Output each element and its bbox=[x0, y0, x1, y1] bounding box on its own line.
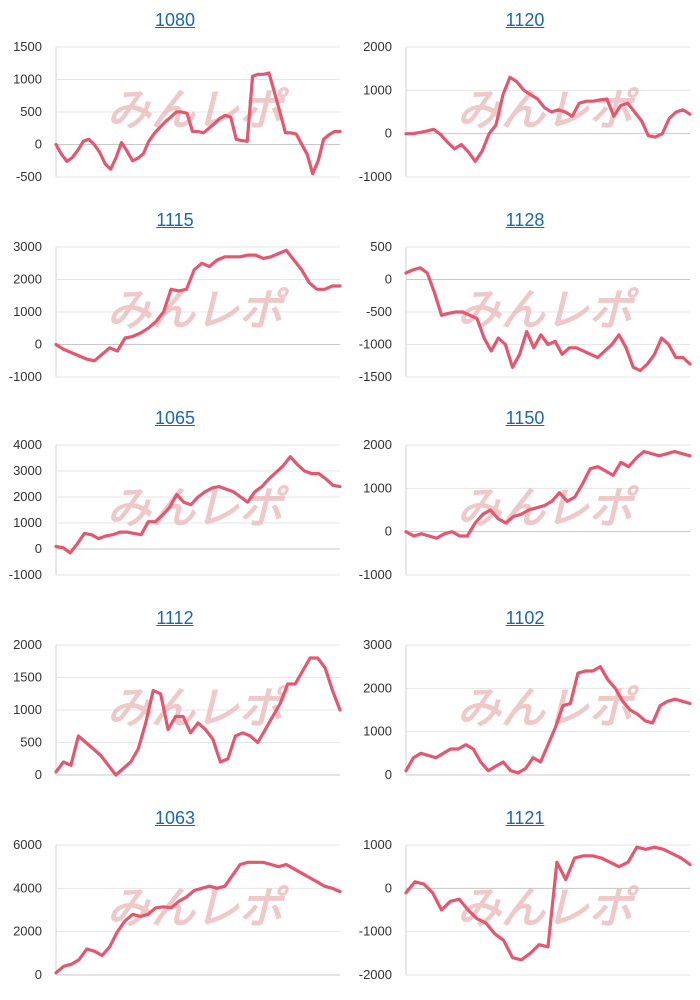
line-chart: 2000 1500 1000 500 0 みんレポ bbox=[13, 637, 342, 782]
chart-title-link[interactable]: 1063 bbox=[154, 808, 196, 828]
series-line bbox=[404, 75, 692, 163]
y-tick-label: 3000 bbox=[13, 463, 42, 478]
y-tick-label: 0 bbox=[35, 137, 42, 152]
watermark-logo: みんレポ bbox=[457, 483, 640, 534]
y-tick-label: 2000 bbox=[13, 489, 42, 504]
chart-panel-1150: 1150 2000 1000 0 -1000 みんレポ bbox=[350, 398, 700, 598]
line-chart: 3000 2000 1000 0 みんレポ bbox=[363, 637, 692, 782]
y-tick-label: 4000 bbox=[13, 880, 42, 895]
y-tick-label: 2000 bbox=[363, 437, 392, 452]
chart-panel-1112: 1112 2000 1500 1000 500 0 みんレポ bbox=[0, 598, 350, 798]
chart-title-link[interactable]: 1128 bbox=[505, 210, 545, 230]
line-chart: 1000 0 -1000 -2000 みんレポ bbox=[359, 837, 692, 982]
chart-panel-1121: 1121 1000 0 -1000 -2000 みんレポ bbox=[350, 798, 700, 998]
line-chart: 2000 1000 0 -1000 みんレポ bbox=[359, 437, 692, 582]
y-tick-label: 0 bbox=[385, 524, 392, 539]
chart-title-link[interactable]: 1121 bbox=[505, 808, 545, 828]
y-tick-label: -1000 bbox=[359, 924, 392, 939]
chart-title-link[interactable]: 1115 bbox=[156, 210, 194, 230]
y-tick-label: 3000 bbox=[13, 239, 42, 254]
y-tick-label: 1000 bbox=[13, 304, 42, 319]
series-line bbox=[404, 266, 692, 373]
y-tick-label: -2000 bbox=[359, 967, 392, 982]
watermark-logo: みんレポ bbox=[107, 85, 290, 136]
chart-title-link[interactable]: 1065 bbox=[154, 408, 196, 428]
y-tick-label: 6000 bbox=[13, 837, 42, 852]
y-tick-label: 2000 bbox=[363, 680, 392, 695]
y-tick-label: 1000 bbox=[363, 480, 392, 495]
y-tick-label: 2000 bbox=[363, 39, 392, 54]
series-line bbox=[54, 860, 342, 975]
series-line bbox=[54, 656, 342, 777]
y-tick-label: 1000 bbox=[13, 72, 42, 87]
watermark-logo: みんレポ bbox=[107, 683, 290, 734]
watermark-logo: みんレポ bbox=[457, 883, 640, 934]
chart-title-link[interactable]: 1120 bbox=[505, 10, 545, 30]
y-tick-label: 1000 bbox=[13, 702, 42, 717]
chart-title-link[interactable]: 1112 bbox=[156, 608, 194, 628]
y-tick-label: 500 bbox=[370, 239, 392, 254]
y-tick-label: 0 bbox=[385, 272, 392, 287]
y-tick-label: 1000 bbox=[363, 837, 392, 852]
y-tick-label: 0 bbox=[35, 337, 42, 352]
chart-panel-1065: 1065 4000 3000 2000 1000 0 -1000 みんレポ bbox=[0, 398, 350, 598]
y-tick-label: 1000 bbox=[363, 724, 392, 739]
chart-panel-1063: 1063 6000 4000 2000 0 みんレポ bbox=[0, 798, 350, 998]
y-tick-label: -500 bbox=[16, 169, 42, 184]
chart-title-link[interactable]: 1102 bbox=[505, 608, 545, 628]
chart-title-link[interactable]: 1150 bbox=[505, 408, 545, 428]
y-tick-label: 1500 bbox=[13, 39, 42, 54]
line-chart: 4000 3000 2000 1000 0 -1000 みんレポ bbox=[9, 437, 342, 582]
watermark-logo: みんレポ bbox=[107, 883, 290, 934]
y-tick-label: 2000 bbox=[13, 272, 42, 287]
y-tick-label: 500 bbox=[20, 104, 42, 119]
y-tick-label: 1000 bbox=[13, 515, 42, 530]
y-tick-label: -1000 bbox=[359, 337, 392, 352]
chart-panel-1115: 1115 3000 2000 1000 0 -1000 みんレポ bbox=[0, 200, 350, 400]
y-tick-label: -1000 bbox=[9, 369, 42, 384]
y-tick-label: 0 bbox=[35, 767, 42, 782]
y-tick-label: 0 bbox=[35, 541, 42, 556]
y-tick-label: -1000 bbox=[9, 567, 42, 582]
line-chart: 6000 4000 2000 0 みんレポ bbox=[13, 837, 342, 982]
series-line bbox=[404, 845, 692, 962]
watermark-logo: みんレポ bbox=[107, 483, 290, 534]
y-tick-label: 500 bbox=[20, 735, 42, 750]
line-chart: 1500 1000 500 0 -500 みんレポ bbox=[13, 39, 342, 184]
series-line bbox=[54, 71, 342, 176]
chart-panel-1102: 1102 3000 2000 1000 0 みんレポ bbox=[350, 598, 700, 798]
series-line bbox=[54, 248, 342, 363]
line-chart: 500 0 -500 -1000 -1500 みんレポ bbox=[359, 239, 692, 384]
chart-panel-1128: 1128 500 0 -500 -1000 -1500 みんレポ bbox=[350, 200, 700, 400]
y-tick-label: -1000 bbox=[359, 567, 392, 582]
y-tick-label: -1500 bbox=[359, 369, 392, 384]
chart-panel-1080: 1080 1500 1000 500 0 -500 みんレポ bbox=[0, 0, 350, 200]
watermark-logo: みんレポ bbox=[107, 285, 290, 336]
series-line bbox=[404, 665, 692, 775]
line-chart: 3000 2000 1000 0 -1000 みんレポ bbox=[9, 239, 342, 384]
y-tick-label: 2000 bbox=[13, 637, 42, 652]
y-tick-label: 3000 bbox=[363, 637, 392, 652]
y-tick-label: 0 bbox=[35, 967, 42, 982]
chart-panel-1120: 1120 2000 1000 0 -1000 みんレポ bbox=[350, 0, 700, 200]
series-line bbox=[404, 449, 692, 540]
y-tick-label: 4000 bbox=[13, 437, 42, 452]
y-tick-label: 0 bbox=[385, 126, 392, 141]
chart-title-link[interactable]: 1080 bbox=[154, 10, 196, 30]
y-tick-label: -1000 bbox=[359, 169, 392, 184]
series-line bbox=[54, 455, 342, 555]
y-tick-label: 0 bbox=[385, 880, 392, 895]
y-tick-label: 2000 bbox=[13, 924, 42, 939]
y-tick-label: 1000 bbox=[363, 82, 392, 97]
watermark-logo: みんレポ bbox=[457, 285, 640, 336]
y-tick-label: -500 bbox=[366, 304, 392, 319]
y-tick-label: 0 bbox=[385, 767, 392, 782]
y-tick-label: 1500 bbox=[13, 670, 42, 685]
watermark-logo: みんレポ bbox=[457, 683, 640, 734]
